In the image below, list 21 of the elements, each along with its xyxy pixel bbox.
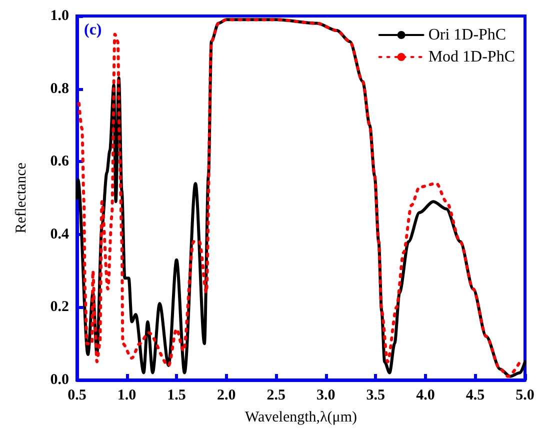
x-tick-label: 1.0 [117, 388, 136, 404]
x-tick-label: 2.0 [216, 388, 236, 404]
x-tick-label: 2.5 [266, 388, 286, 404]
x-tick-label: 3.0 [316, 388, 336, 404]
legend-label: Ori 1D-PhC [428, 26, 506, 44]
legend-label: Mod 1D-PhC [428, 48, 516, 66]
y-tick-label: 0.6 [50, 154, 70, 170]
x-tick-label: 4.0 [416, 388, 435, 404]
y-tick-label: 0.4 [50, 226, 70, 242]
x-tick-label: 1.5 [167, 388, 186, 404]
x-tick-label: 5.0 [516, 388, 534, 404]
y-tick-label: 0.8 [50, 80, 69, 97]
y-tick-label: 1.0 [50, 8, 69, 24]
x-tick-label: 4.5 [466, 388, 485, 404]
y-tick-label: 0.2 [50, 299, 69, 316]
y-axis-title: Reflectance [14, 162, 30, 234]
x-axis-title: Wavelength,λ(μm) [245, 410, 357, 426]
x-tick-label: 0.5 [68, 388, 86, 404]
x-tick-label: 3.5 [366, 388, 386, 404]
y-tick-label: 0.0 [50, 372, 69, 388]
annotation: (c) [84, 22, 102, 38]
